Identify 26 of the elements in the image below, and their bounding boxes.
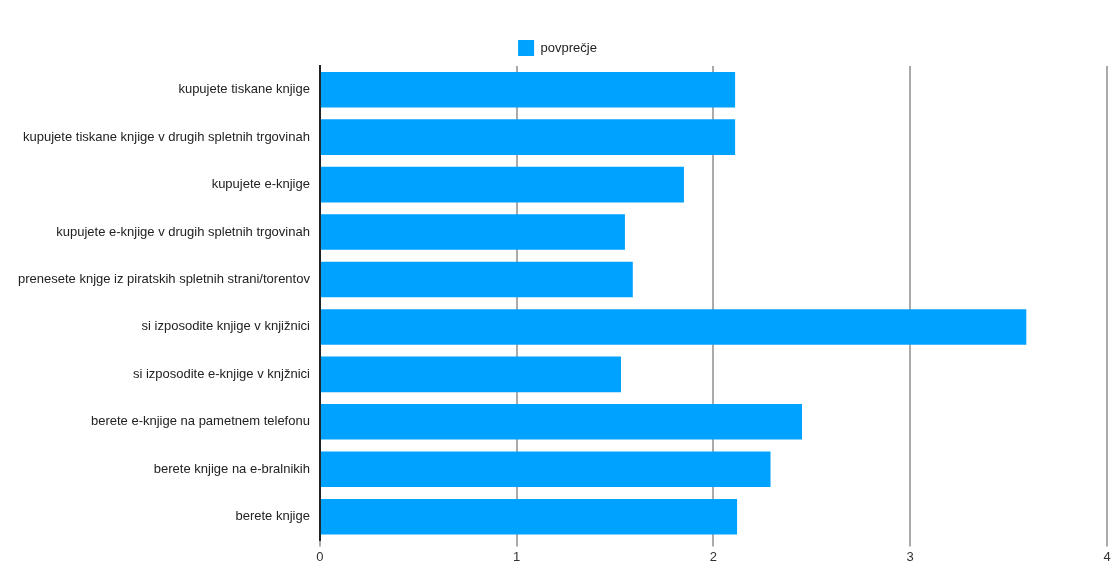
bar — [320, 404, 803, 440]
legend-label: povprečje — [540, 39, 597, 55]
bar — [320, 214, 625, 250]
y-tick-label: kupujete tiskane knjige — [178, 81, 310, 97]
bar — [320, 166, 684, 203]
y-tick-label: kupujete e-knjige — [211, 176, 310, 192]
bar — [320, 119, 736, 155]
y-tick-label: berete knjige na e-bralnikih — [153, 460, 310, 476]
y-tick-label: prenesete knjge iz piratskih spletnih strani/torentov — [18, 271, 311, 287]
bar — [320, 498, 738, 535]
x-tick-label: 4 — [1103, 548, 1111, 564]
y-tick-label: kupujete tiskane knjige v drugih spletnih trgovinah — [23, 128, 310, 144]
y-tick-label: si izposodite knjige v knjižnici — [141, 318, 311, 334]
y-tick-label: si izposodite e-knjige v knjžnici — [132, 365, 311, 381]
y-tick-label: kupujete e-knjige v drugih spletnih trgovinah — [56, 223, 310, 239]
bar — [320, 261, 633, 298]
bar — [320, 451, 771, 488]
bar — [320, 356, 621, 393]
y-tick-label: berete knjige — [235, 508, 310, 524]
x-tick-label: 1 — [513, 548, 521, 564]
x-tick-label: 0 — [316, 548, 324, 564]
x-tick-label: 3 — [906, 548, 914, 564]
bar — [320, 71, 736, 108]
y-tick-label: berete e-knjige na pametnem telefonu — [90, 413, 310, 429]
x-tick-label: 2 — [709, 548, 718, 564]
bar — [320, 309, 1027, 345]
